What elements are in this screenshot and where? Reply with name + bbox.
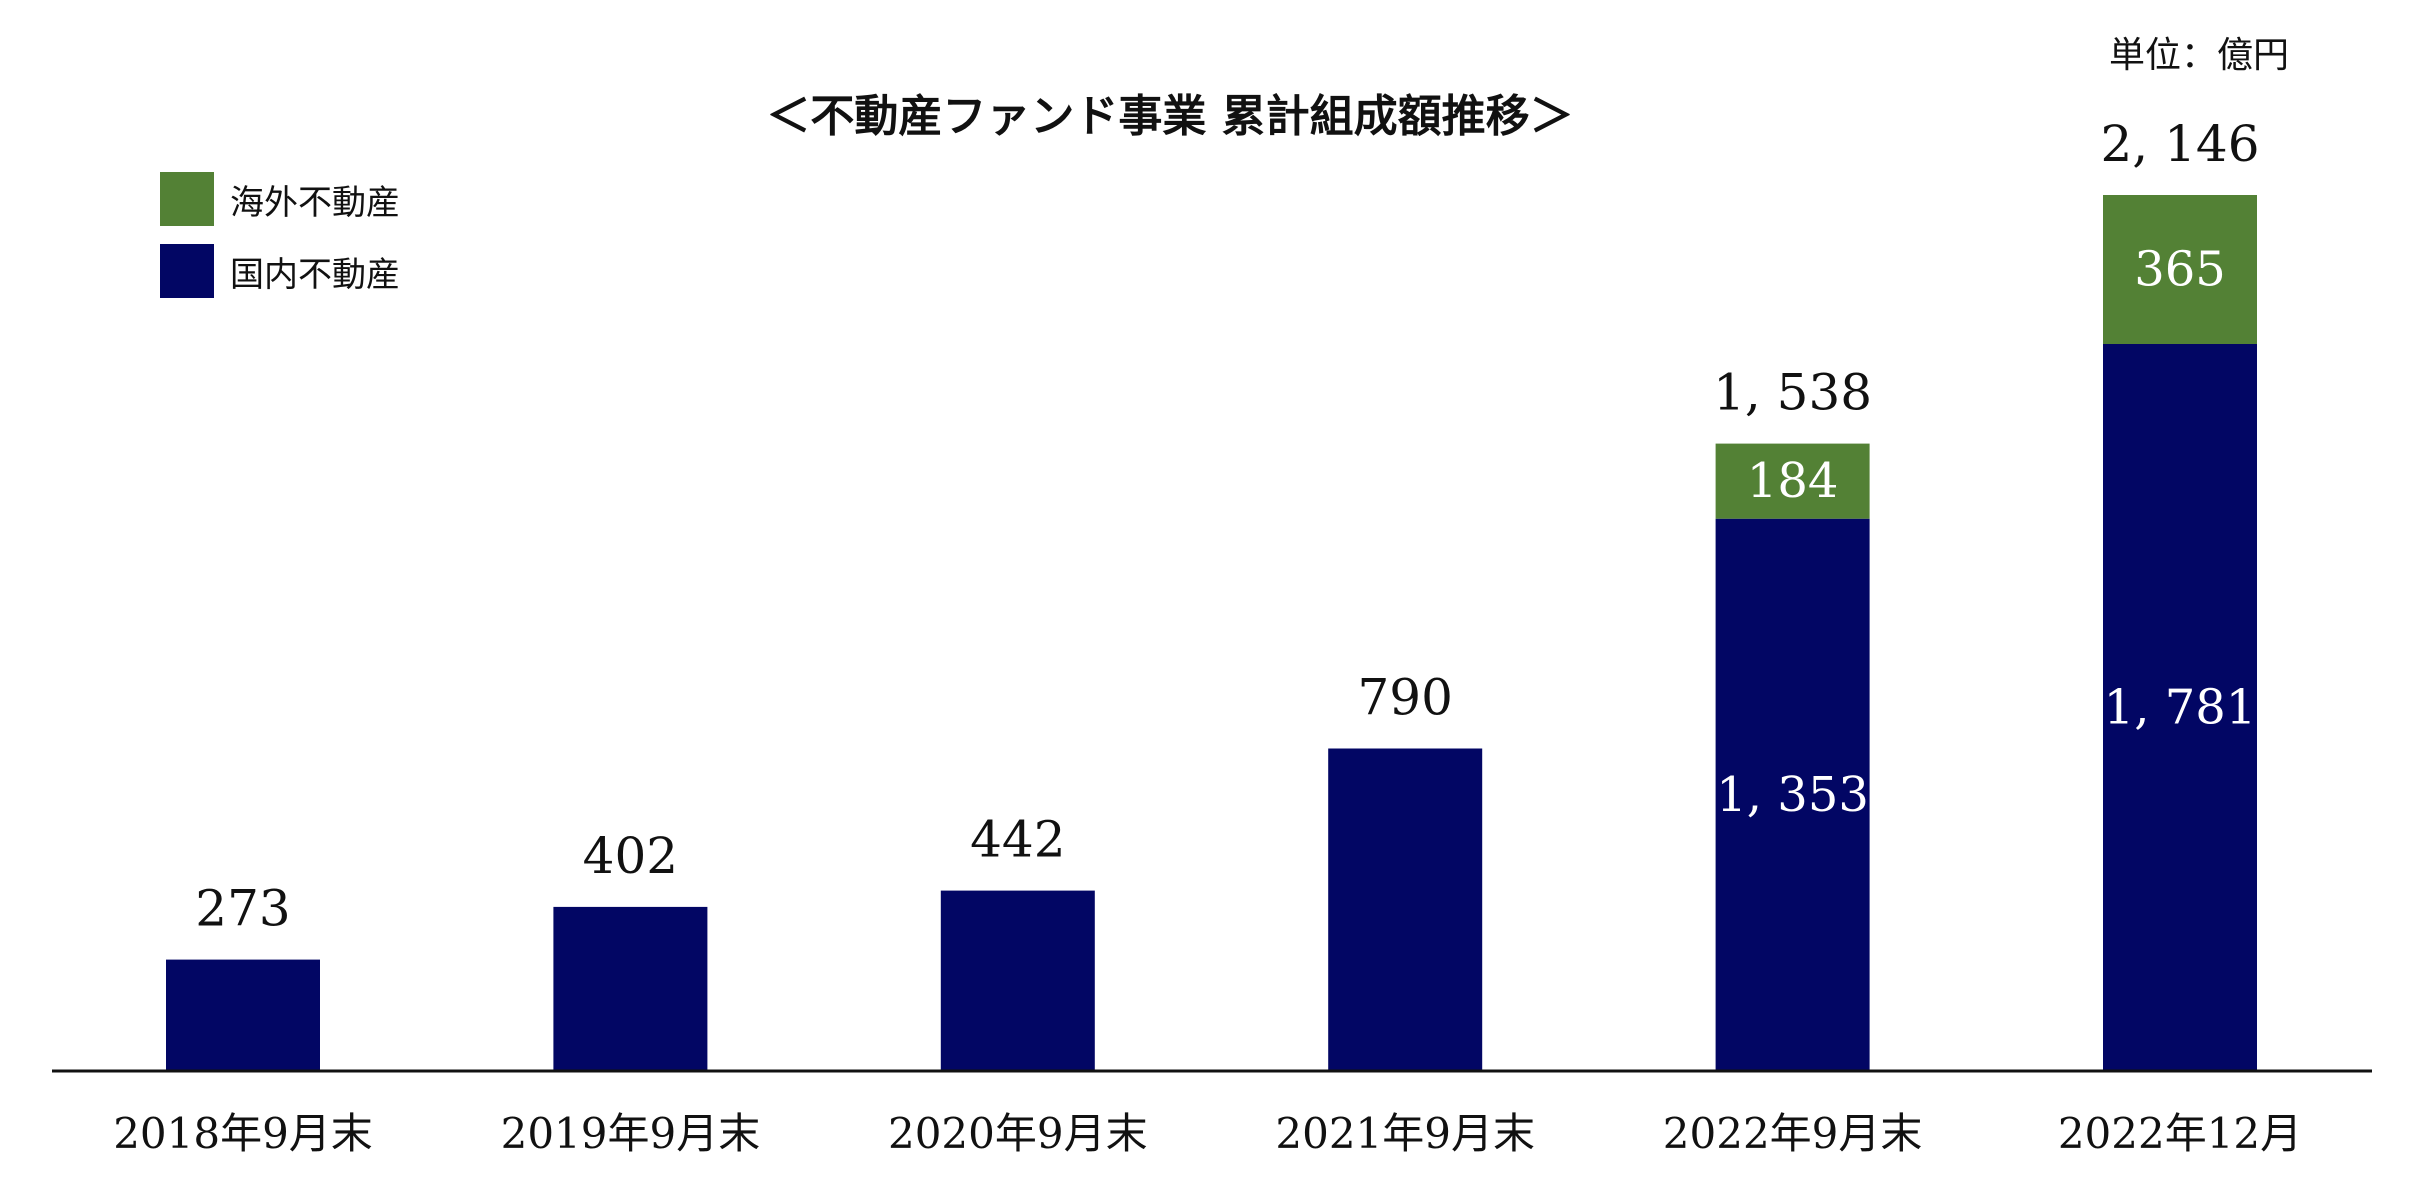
segment-label-domestic-4: 1, 353	[1716, 767, 1869, 823]
unit-label: 単位：億円	[2108, 35, 2289, 76]
total-label-2: 442	[970, 811, 1065, 869]
total-label-4: 1, 538	[1713, 364, 1872, 422]
legend-swatch-overseas	[160, 172, 214, 226]
total-label-3: 790	[1357, 669, 1452, 727]
bar-overseas-4	[1715, 443, 1870, 519]
bar-domestic-0	[166, 959, 320, 1071]
total-label-0: 273	[195, 880, 290, 938]
segment-label-domestic-5: 1, 781	[2104, 680, 2257, 736]
category-label-0: 2018年9月末	[113, 1109, 373, 1158]
legend-swatch-domestic	[160, 244, 214, 298]
category-label-2: 2020年9月末	[888, 1109, 1148, 1158]
legend: 海外不動産 国内不動産	[160, 172, 400, 316]
category-label-5: 2022年12月	[2058, 1109, 2302, 1158]
category-label-4: 2022年9月末	[1663, 1109, 1923, 1158]
legend-label-overseas: 海外不動産	[230, 182, 400, 223]
chart-title: ＜不動産ファンド事業 累計組成額推移＞	[766, 91, 1574, 142]
bar-overseas-5	[2103, 195, 2257, 344]
labels-group: 273 2018年9月末 402 2019年9月末 442 2020年9月末 790 2021…	[113, 115, 2302, 1158]
bars-group	[166, 195, 2257, 1071]
segment-label-overseas-5: 365	[2134, 242, 2226, 298]
segment-label-overseas-4: 184	[1747, 453, 1839, 509]
category-label-3: 2021年9月末	[1275, 1109, 1535, 1158]
legend-item-overseas: 海外不動産	[160, 172, 400, 226]
bar-domestic-3	[1328, 748, 1483, 1071]
bar-domestic-1	[553, 906, 708, 1071]
legend-label-domestic: 国内不動産	[230, 254, 400, 295]
legend-item-domestic: 国内不動産	[160, 244, 400, 298]
category-label-1: 2019年9月末	[501, 1109, 761, 1158]
total-label-1: 402	[583, 827, 678, 885]
bar-domestic-2	[940, 890, 1095, 1071]
bar-domestic-4	[1715, 518, 1870, 1071]
bar-domestic-5	[2103, 344, 2257, 1071]
total-label-5: 2, 146	[2100, 115, 2259, 173]
